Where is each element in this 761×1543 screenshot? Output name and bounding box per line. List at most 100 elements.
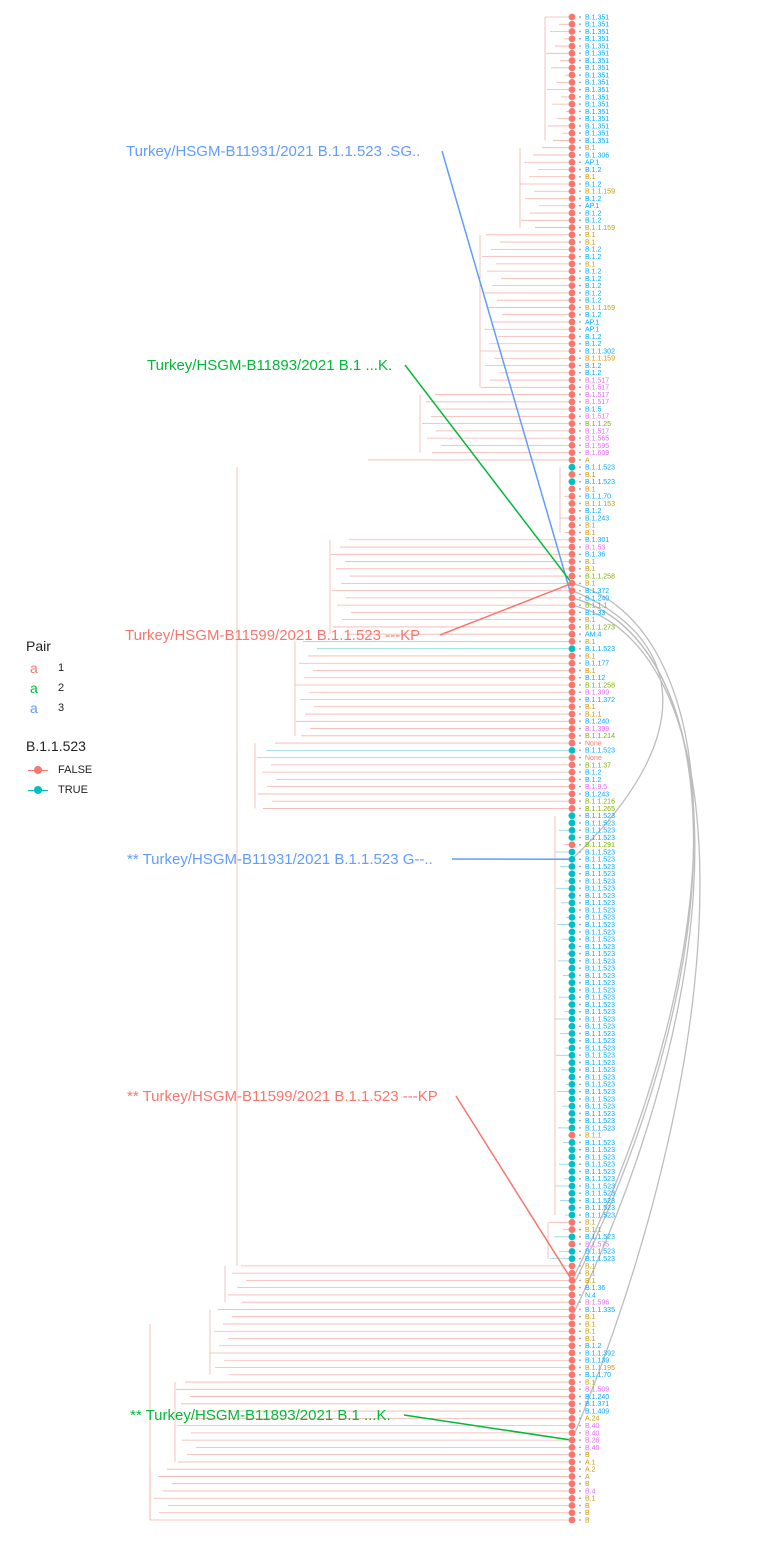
tip-dot-marker [579, 727, 581, 730]
tip-dot-marker [579, 357, 581, 360]
tip-dot-marker [579, 1286, 581, 1289]
tip-label: B.1.1.523 [585, 987, 615, 994]
tip-dot-marker [579, 1272, 581, 1275]
tip-point-true [568, 913, 576, 921]
tip-label: B.1.1.523 [585, 1183, 615, 1190]
tip-point-false [568, 441, 576, 449]
tip-point-true [568, 834, 576, 841]
tip-point-false [568, 1400, 576, 1408]
tip-label: B.1.1.523 [585, 864, 615, 871]
tip-point-false [568, 623, 576, 631]
tip-point-true [568, 1117, 576, 1125]
tip-label: B.1 [585, 145, 596, 152]
tip-dot-marker [579, 1134, 581, 1137]
tip-point-false [568, 775, 576, 783]
tip-label: B.1 [585, 639, 596, 646]
tip-dot-marker [579, 371, 581, 374]
tip-point-false [568, 725, 576, 732]
tip-dot-marker [579, 502, 581, 505]
tip-dot-marker [579, 945, 581, 948]
tip-label: B.1.517 [585, 385, 609, 392]
tip-label: B.1.1.372 [585, 697, 615, 704]
tip-point-false [568, 100, 576, 108]
tip-label: B.1.1.25 [585, 421, 611, 428]
tip-dot-marker [579, 698, 581, 701]
tip-dot-marker [579, 1410, 581, 1412]
tip-point-false [568, 659, 576, 667]
tip-point-false [568, 550, 576, 558]
tip-dot-marker [579, 59, 581, 62]
tip-point-false [568, 1371, 576, 1379]
tip-dot-marker [579, 858, 581, 861]
legend-pair: Pair a 1 a 2 a 3 [26, 638, 64, 720]
tip-label: B.1.351 [585, 43, 609, 50]
tip-point-false [568, 13, 576, 21]
tip-label: B.4 [585, 1488, 596, 1495]
tip-dot-marker [579, 952, 581, 955]
tip-point-false [568, 354, 576, 362]
tip-label: B.1 [585, 174, 596, 181]
tip-point-false [568, 1298, 576, 1306]
tip-label: A.1 [585, 1459, 596, 1466]
tip-label: B.1.139 [585, 1358, 609, 1365]
tip-label: B.1.1.523 [585, 1016, 615, 1023]
tip-label: B.1 [585, 1314, 596, 1321]
tip-label: B.1.1.523 [585, 1111, 615, 1118]
tip-dot-marker [579, 974, 581, 977]
tip-label: B.1.2 [585, 312, 601, 319]
tip-dot-marker [579, 466, 581, 469]
tip-dot-marker [579, 647, 581, 650]
tip-dot-marker [579, 756, 581, 759]
tip-point-false [568, 1342, 576, 1350]
tip-dot-marker [579, 110, 581, 113]
tip-dot-marker [579, 1482, 581, 1485]
tip-point-true [568, 892, 576, 899]
tip-dot-marker [579, 1068, 581, 1071]
tip-label: B.1 [585, 1329, 596, 1336]
legend-pair-swatch-1: a [30, 660, 38, 676]
tip-label: B.1.1.258 [585, 682, 615, 689]
tip-dot-marker [579, 1373, 581, 1376]
tip-point-false [568, 238, 576, 246]
tip-label: B [585, 1481, 590, 1488]
tip-point-false [568, 608, 576, 616]
legend-marker: B.1.1.523 FALSE TRUE [26, 738, 92, 802]
tip-dot-marker [579, 1156, 581, 1158]
legend-marker-label-false: FALSE [58, 764, 93, 776]
tip-dot-marker [579, 1148, 581, 1151]
tip-label: B.1.36 [585, 552, 605, 559]
tip-dot-marker [579, 1177, 581, 1180]
tip-dot-marker [579, 611, 581, 614]
tip-point-false [568, 71, 576, 79]
tip-point-false [568, 216, 576, 224]
pair-connection-curve [571, 597, 696, 1317]
tip-label: B.1.351 [585, 65, 609, 72]
tip-dot-marker [579, 437, 581, 440]
tip-label: B.1.1.523 [585, 966, 615, 973]
tip-dot-marker [579, 916, 581, 919]
tip-label: B.1.1.392 [585, 1350, 615, 1357]
tip-dot-marker [579, 524, 581, 527]
tip-label: B.1.306 [585, 152, 609, 159]
tip-point-true [568, 826, 576, 834]
tip-label: B.1.1.523 [585, 1082, 615, 1089]
tip-label: B.1.351 [585, 80, 609, 87]
tip-point-false [568, 768, 576, 776]
legend-marker-title: B.1.1.523 [26, 738, 86, 754]
tip-point-false [568, 369, 576, 377]
tip-dot-marker [579, 103, 581, 106]
tip-point-false [568, 173, 576, 181]
tip-label: B.1.517 [585, 414, 609, 421]
tip-label: B.1.2 [585, 777, 601, 784]
tip-label: B.1.1.273 [585, 624, 615, 631]
tip-dot-marker [579, 596, 581, 599]
tip-point-false [568, 1465, 576, 1473]
tip-point-true [568, 863, 576, 870]
tip-label: B.1 [585, 1278, 596, 1285]
tip-point-false [568, 1487, 576, 1495]
tip-point-false [568, 35, 576, 43]
tip-label: B.1.243 [585, 791, 609, 798]
tip-dot-marker [579, 125, 581, 127]
tip-dot-marker [579, 1214, 581, 1216]
tip-dot-marker [579, 1061, 581, 1064]
